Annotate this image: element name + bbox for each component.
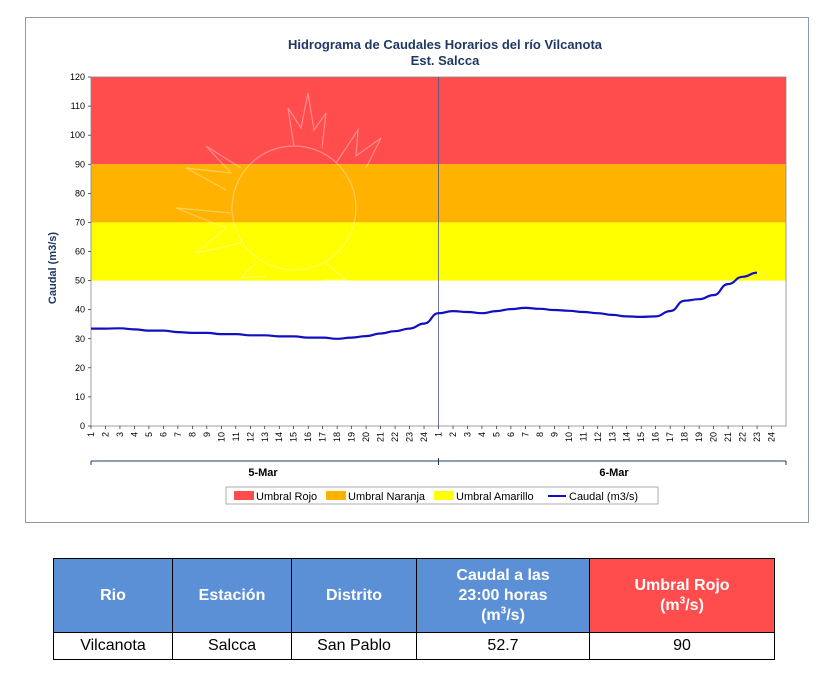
x-tick-label: 1 xyxy=(434,432,444,437)
sun-watermark-icon xyxy=(175,92,382,281)
y-axis-label: Caudal (m3/s) xyxy=(47,232,59,304)
y-tick-label: 0 xyxy=(80,421,85,431)
x-tick-label: 14 xyxy=(622,432,632,442)
y-tick-label: 40 xyxy=(75,305,85,315)
hydrograph-chart: Hidrograma de Caudales Horarios del río … xyxy=(47,37,787,505)
table-row: Vilcanota Salcca San Pablo 52.7 90 xyxy=(53,632,775,660)
header-distrito: Distrito xyxy=(291,558,417,633)
x-tick-label: 3 xyxy=(115,432,125,437)
cell-distrito: San Pablo xyxy=(291,632,417,660)
x-tick-label: 24 xyxy=(419,432,429,442)
cell-rio: Vilcanota xyxy=(53,632,173,660)
header-umbral-unit: (m3/s) xyxy=(660,595,704,614)
x-tick-label: 3 xyxy=(462,432,472,437)
x-tick-label: 10 xyxy=(216,432,226,442)
legend-label-caudal: Caudal (m3/s) xyxy=(569,491,638,503)
table-header-row: Rio Estación Distrito Caudal a las 23:00… xyxy=(53,558,775,633)
station-table: Rio Estación Distrito Caudal a las 23:00… xyxy=(53,558,775,660)
header-caudal-line1: Caudal a las xyxy=(456,566,550,584)
x-tick-label: 19 xyxy=(694,432,704,442)
legend-swatch-rojo xyxy=(234,491,254,500)
legend-label-rojo: Umbral Rojo xyxy=(256,491,317,503)
cell-caudal: 52.7 xyxy=(416,632,590,660)
x-tick-label: 20 xyxy=(361,432,371,442)
x-tick-label: 18 xyxy=(680,432,690,442)
y-tick-label: 50 xyxy=(75,276,85,286)
y-tick-label: 100 xyxy=(70,130,85,140)
x-tick-label: 23 xyxy=(405,432,415,442)
legend-swatch-amarillo xyxy=(434,491,454,500)
y-tick-label: 110 xyxy=(71,101,85,111)
y-tick-label: 70 xyxy=(75,217,85,227)
cell-umbral: 90 xyxy=(589,632,775,660)
y-tick-label: 90 xyxy=(75,159,85,169)
x-tick-label: 4 xyxy=(477,432,487,437)
x-tick-label: 23 xyxy=(752,432,762,442)
series-caudal xyxy=(90,271,758,340)
series-line-caudal xyxy=(90,271,758,340)
y-tick-label: 30 xyxy=(75,334,85,344)
x-tick-label: 5 xyxy=(144,432,154,437)
x-tick-label: 7 xyxy=(520,432,530,437)
chart-title: Hidrograma de Caudales Horarios del río … xyxy=(288,37,603,52)
x-tick-label: 14 xyxy=(274,432,284,442)
chart-frame: Hidrograma de Caudales Horarios del río … xyxy=(25,17,809,523)
legend-label-naranja: Umbral Naranja xyxy=(348,491,426,503)
x-tick-label: 11 xyxy=(578,432,588,441)
x-tick-label: 21 xyxy=(723,432,733,442)
y-tick-label: 80 xyxy=(75,188,85,198)
x-tick-label: 6 xyxy=(506,432,516,437)
x-tick-label: 6 xyxy=(158,432,168,437)
x-tick-label: 22 xyxy=(738,432,748,442)
x-tick-label: 2 xyxy=(448,432,458,437)
y-tick-label: 60 xyxy=(75,247,85,257)
x-tick-label: 19 xyxy=(347,432,357,442)
x-tick-label: 5 xyxy=(491,432,501,437)
legend-swatch-naranja xyxy=(326,491,346,500)
x-tick-label: 8 xyxy=(535,432,545,437)
x-tick-label: 16 xyxy=(651,432,661,442)
x-tick-label: 9 xyxy=(202,432,212,437)
x-tick-label: 16 xyxy=(303,432,313,442)
x-tick-label: 9 xyxy=(549,432,559,437)
chart-legend: Umbral Rojo Umbral Naranja Umbral Amaril… xyxy=(225,486,659,505)
x-tick-label: 17 xyxy=(318,432,328,442)
y-tick-label: 20 xyxy=(75,363,85,373)
x-axis-ticks: 1 2 3 4 5 6 7 8 9 10 11 12 13 14 15 16 17 18 19 20 21 22 23 24 1… xyxy=(86,426,777,442)
legend-label-amarillo: Umbral Amarillo xyxy=(456,491,534,503)
x-tick-label: 17 xyxy=(665,432,675,442)
x-tick-label: 22 xyxy=(390,432,400,442)
chart-subtitle: Est. Salcca xyxy=(411,53,480,68)
header-rio: Rio xyxy=(53,558,173,633)
x-tick-label: 24 xyxy=(767,432,777,442)
x-tick-label: 4 xyxy=(129,432,139,437)
x-tick-label: 18 xyxy=(332,432,342,442)
y-tick-label: 120 xyxy=(70,72,85,82)
y-axis-ticks: 0 10 20 30 40 50 60 70 80 90 100 110 120 xyxy=(70,72,91,431)
header-caudal-unit: (m3/s) xyxy=(481,605,525,624)
header-umbral-rojo: Umbral Rojo (m3/s) xyxy=(589,558,775,633)
x-tick-label: 21 xyxy=(376,432,386,442)
x-tick-label: 12 xyxy=(593,432,603,442)
x-tick-label: 11 xyxy=(231,432,241,441)
header-caudal: Caudal a las 23:00 horas (m3/s) xyxy=(416,558,590,633)
x-tick-label: 13 xyxy=(607,432,617,442)
x-tick-label: 1 xyxy=(86,432,96,437)
header-umbral-line1: Umbral Rojo xyxy=(634,576,730,594)
x-tick-label: 8 xyxy=(187,432,197,437)
x-tick-label: 2 xyxy=(100,432,110,437)
y-tick-label: 10 xyxy=(75,392,85,402)
x-tick-label: 15 xyxy=(289,432,299,442)
day-label-1: 5-Mar xyxy=(248,467,278,479)
cell-estacion: Salcca xyxy=(172,632,292,660)
x-tick-label: 20 xyxy=(709,432,719,442)
x-tick-label: 13 xyxy=(260,432,270,442)
header-caudal-line2: 23:00 horas xyxy=(458,586,548,604)
header-estacion: Estación xyxy=(172,558,292,633)
day-label-2: 6-Mar xyxy=(599,467,629,479)
x-tick-label: 10 xyxy=(564,432,574,442)
x-tick-label: 7 xyxy=(173,432,183,437)
x-tick-label: 15 xyxy=(636,432,646,442)
x-tick-label: 12 xyxy=(245,432,255,442)
